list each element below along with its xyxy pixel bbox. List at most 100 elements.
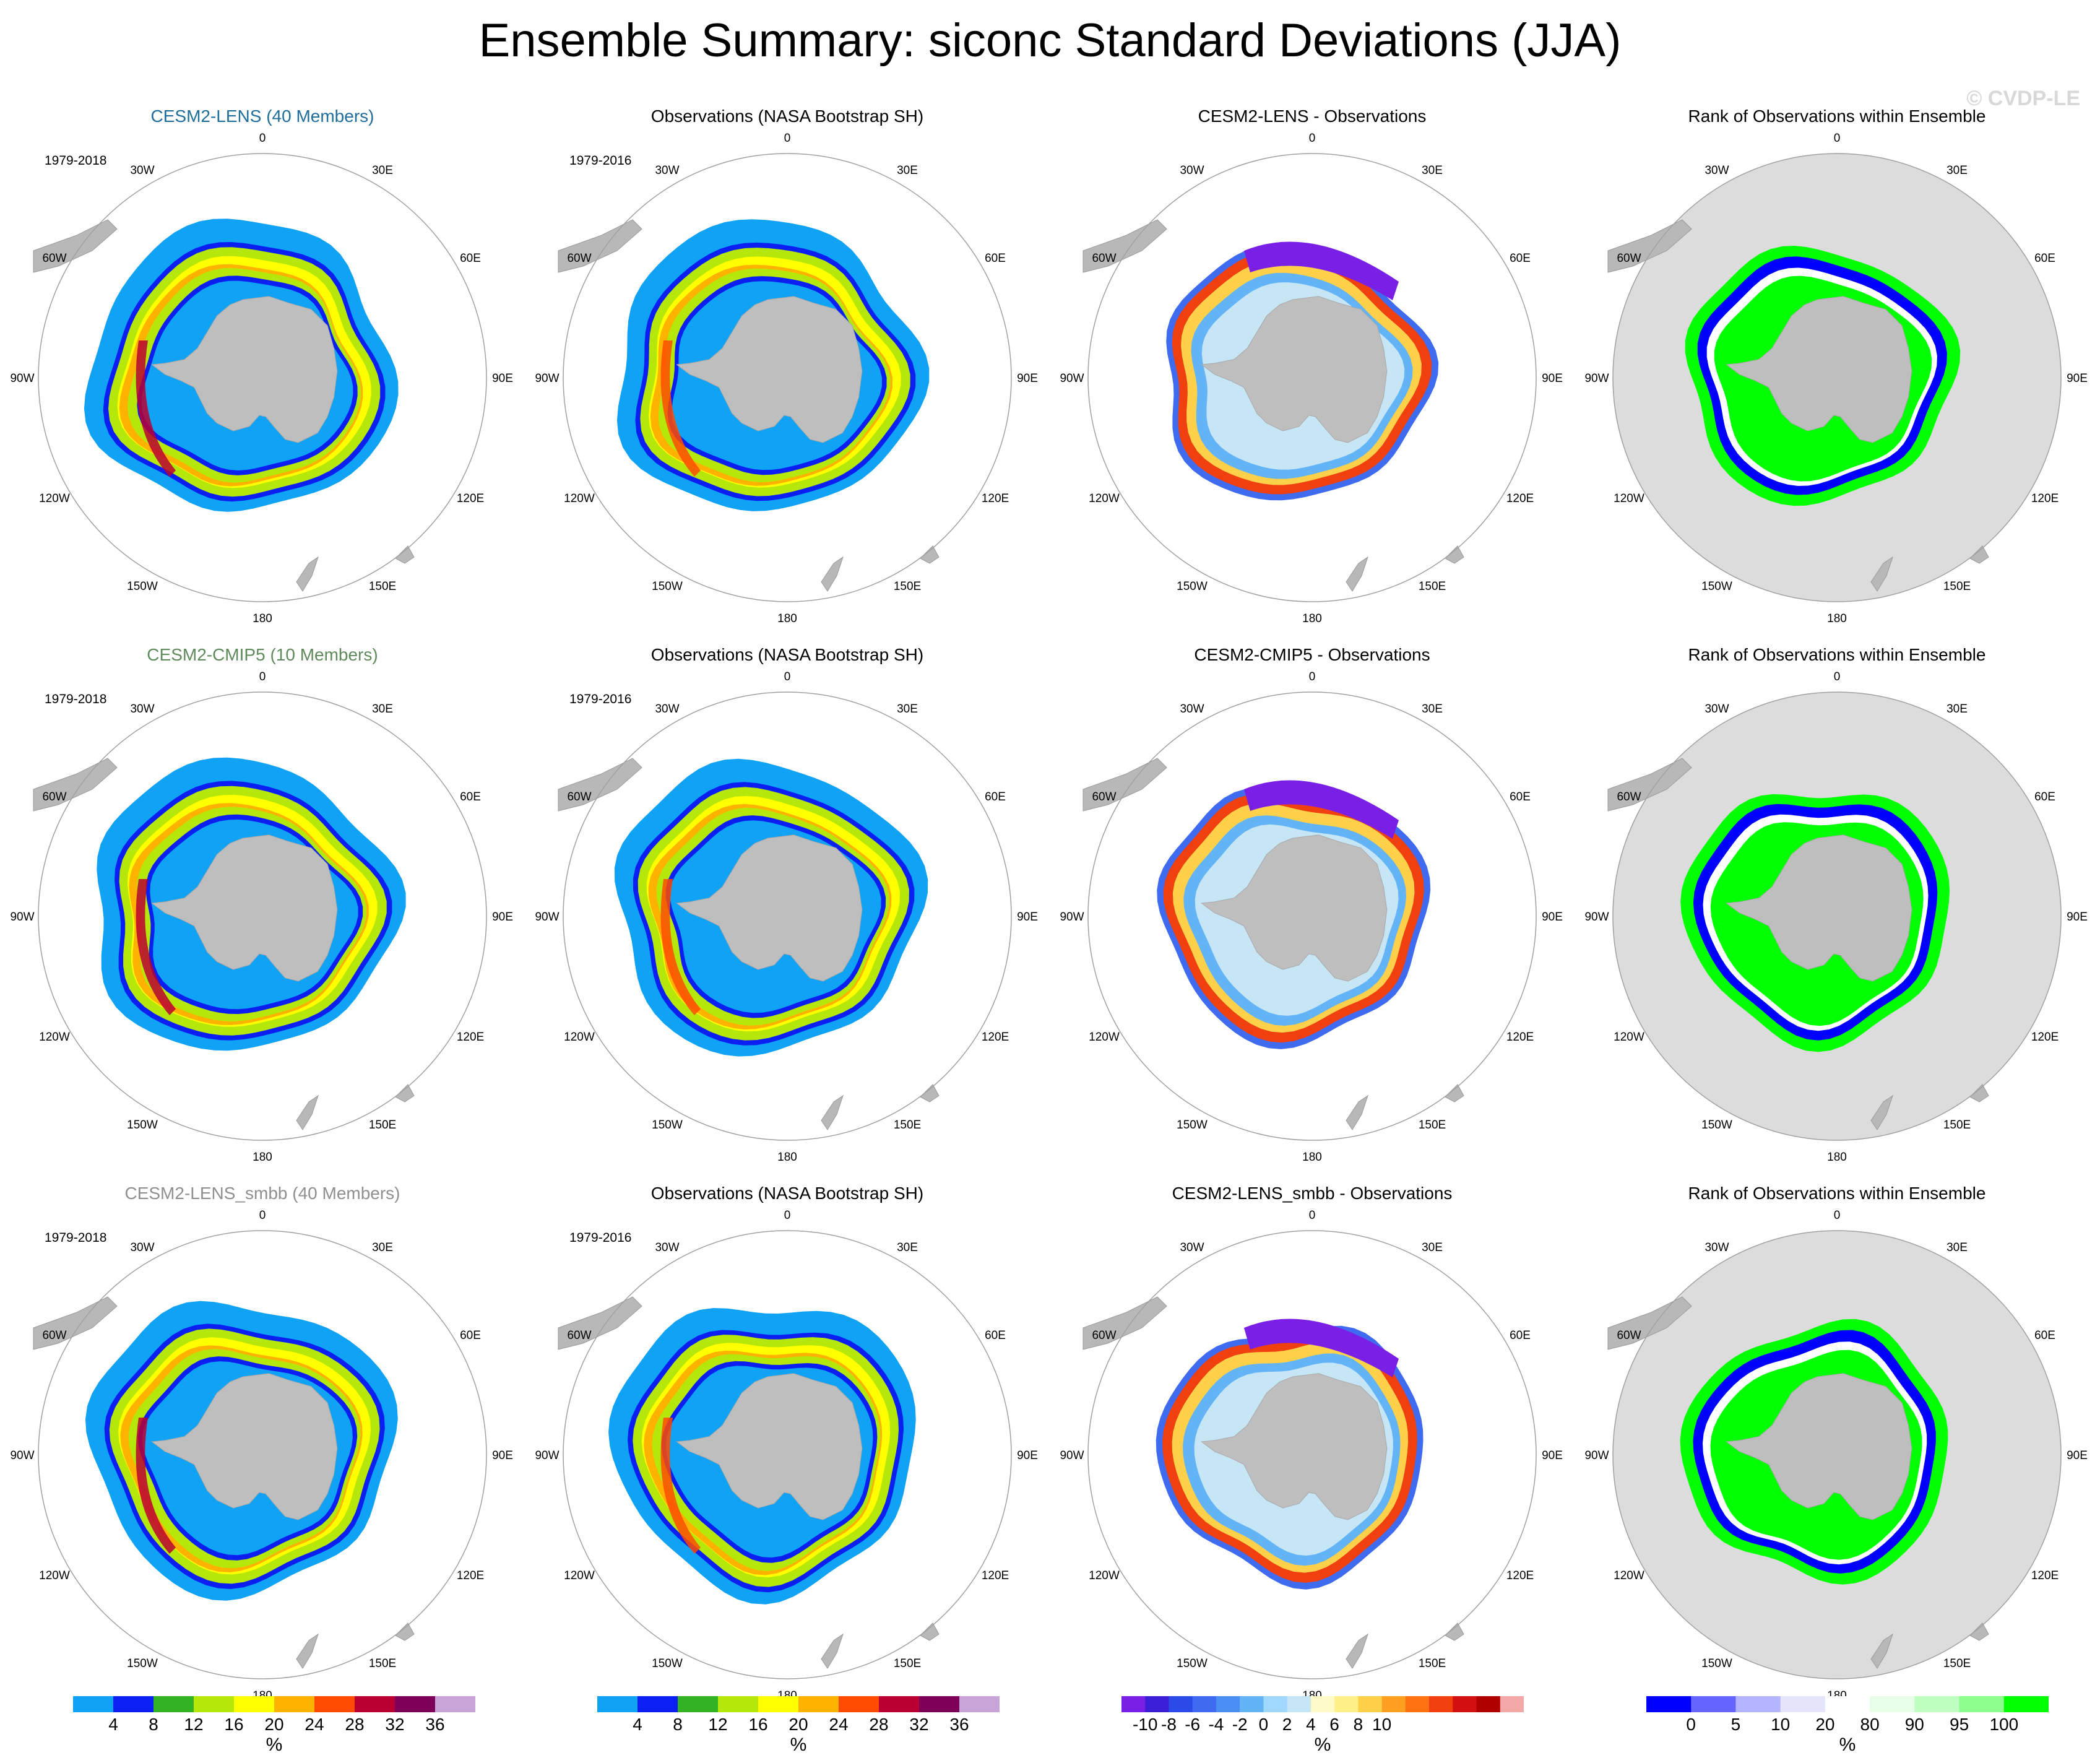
- colorbar-swatches: [1646, 1696, 2049, 1712]
- colorbar-obs-stddev: 4 8 12 16 20 24 28 32 36 %: [597, 1696, 1000, 1755]
- colorbar-swatch: [1453, 1696, 1477, 1712]
- colorbar-swatch: [1646, 1696, 1692, 1712]
- lon-label: 30E: [1947, 703, 1968, 716]
- colorbar-swatch: [1263, 1696, 1288, 1712]
- lon-label: 120W: [39, 492, 70, 505]
- lon-label: 60W: [1617, 252, 1641, 265]
- colorbar-tick-label: 4: [1306, 1715, 1316, 1734]
- colorbar-swatch: [1145, 1696, 1169, 1712]
- panel-title: CESM2-LENS_smbb (40 Members): [124, 1184, 400, 1203]
- lon-label: 150E: [1943, 1119, 1971, 1132]
- panel-title: Observations (NASA Bootstrap SH): [650, 645, 924, 664]
- lon-label: 180: [253, 612, 272, 625]
- colorbar-tick-label: 8: [673, 1715, 683, 1734]
- period-label: 1979-2016: [569, 154, 632, 168]
- lon-label: 0: [1309, 1209, 1316, 1222]
- colorbar-swatch: [314, 1696, 355, 1712]
- map-panel-obs: 0 30E 60E 90E 120E 150E 180 150W 120W 90W 60W 30W Ob…: [525, 93, 1050, 631]
- map-panel-obs: 0 30E 60E 90E 120E 150E 180 150W 120W 90W 60W 30W Ob…: [525, 1170, 1050, 1709]
- lon-label: 120E: [457, 492, 484, 505]
- lon-label: 60E: [985, 1329, 1006, 1342]
- colorbar-tick-label: 16: [748, 1715, 768, 1734]
- lon-label: 30W: [655, 1241, 679, 1254]
- lon-label: 60W: [1617, 791, 1641, 804]
- lon-label: 120W: [564, 492, 595, 505]
- lon-label: 30E: [372, 1241, 393, 1254]
- lon-label: 150E: [369, 1657, 396, 1670]
- lon-label: 90W: [1060, 372, 1084, 385]
- colorbar-swatch: [1691, 1696, 1736, 1712]
- colorbar-tick-label: 36: [949, 1715, 969, 1734]
- lon-label: 120E: [2031, 1031, 2059, 1044]
- colorbar-swatch: [1240, 1696, 1264, 1712]
- lon-label: 90W: [10, 911, 34, 924]
- lon-label: 180: [777, 612, 797, 625]
- lon-label: 30W: [1705, 1241, 1729, 1254]
- lon-label: 30W: [1705, 164, 1729, 177]
- lon-label: 180: [1302, 612, 1322, 625]
- page-title: Ensemble Summary: siconc Standard Deviat…: [478, 14, 1622, 67]
- lon-label: 90E: [1542, 372, 1563, 385]
- colorbar-tick-label: 24: [305, 1715, 324, 1734]
- lon-label: 30W: [655, 164, 679, 177]
- lon-label: 60W: [1092, 791, 1116, 804]
- colorbar-tick-label: 95: [1950, 1715, 1969, 1734]
- colorbar-tick-label: 20: [264, 1715, 284, 1734]
- colorbar-swatch: [839, 1696, 879, 1712]
- lon-label: 90W: [535, 911, 559, 924]
- colorbar-swatch: [718, 1696, 759, 1712]
- colorbar-swatch: [597, 1696, 638, 1712]
- colorbar-tick-label: 5: [1731, 1715, 1741, 1734]
- difference-map: 0 30E 60E 90E 120E 150E 180 150W 120W 90W 60W 30W: [1060, 670, 1563, 1164]
- lon-label: 150W: [1701, 1657, 1732, 1670]
- lon-label: 90E: [1542, 911, 1563, 924]
- colorbar-tick-label: 12: [708, 1715, 728, 1734]
- colorbar-swatch: [1500, 1696, 1524, 1712]
- lon-label: 30W: [1180, 1241, 1204, 1254]
- lon-label: 60W: [567, 791, 591, 804]
- lon-label: 120E: [982, 492, 1009, 505]
- lon-label: 150E: [1419, 580, 1446, 593]
- colorbar-swatch: [274, 1696, 315, 1712]
- colorbar-swatch: [1780, 1696, 1826, 1712]
- lon-label: 180: [777, 1151, 797, 1164]
- colorbar-swatch: [395, 1696, 436, 1712]
- lon-label: 0: [1834, 670, 1841, 683]
- colorbar-swatches: [1121, 1696, 1524, 1712]
- colorbar-swatch: [1169, 1696, 1193, 1712]
- colorbar-tick-label: 90: [1904, 1715, 1924, 1734]
- lon-label: 0: [259, 132, 266, 145]
- lon-label: 150E: [1419, 1119, 1446, 1132]
- lon-label: 150W: [1701, 580, 1732, 593]
- lon-label: 120W: [1089, 1031, 1120, 1044]
- colorbar-tick-label: 20: [789, 1715, 808, 1734]
- colorbar-rank: 0 5 10 20 80 90 95 100 %: [1646, 1696, 2049, 1755]
- panel-title: Observations (NASA Bootstrap SH): [650, 1184, 924, 1203]
- colorbar-tick-label: 12: [184, 1715, 204, 1734]
- colorbar-swatch: [1735, 1696, 1781, 1712]
- lon-label: 150W: [127, 580, 158, 593]
- lon-label: 90E: [2067, 372, 2088, 385]
- lon-label: 90W: [535, 372, 559, 385]
- lon-label: 150E: [369, 1119, 396, 1132]
- lon-label: 0: [1834, 1209, 1841, 1222]
- colorbar-model-stddev: 4 8 12 16 20 24 28 32 36 %: [73, 1696, 476, 1755]
- lon-label: 60W: [567, 1329, 591, 1342]
- lon-label: 60E: [1510, 1329, 1531, 1342]
- lon-label: 120W: [1614, 492, 1644, 505]
- map-panel-model: 0 30E 60E 90E 120E 150E 180 150W 120W 90W 60W 30W CE…: [0, 1170, 525, 1709]
- lon-label: 30E: [897, 164, 918, 177]
- lon-label: 0: [1309, 132, 1316, 145]
- colorbar-swatch: [879, 1696, 920, 1712]
- map-panel-rank: 0 30E 60E 90E 120E 150E 180 150W 120W 90W 60W 30W Ra…: [1575, 93, 2099, 631]
- period-label: 1979-2016: [569, 692, 632, 706]
- colorbar-tick-label: 10: [1771, 1715, 1791, 1734]
- map-panel-diff: 0 30E 60E 90E 120E 150E 180 150W 120W 90W 60W 30W CE…: [1050, 1170, 1575, 1709]
- lon-label: 90W: [10, 372, 34, 385]
- lon-label: 30W: [1180, 164, 1204, 177]
- lon-label: 60E: [985, 791, 1006, 804]
- lon-label: 60W: [1092, 252, 1116, 265]
